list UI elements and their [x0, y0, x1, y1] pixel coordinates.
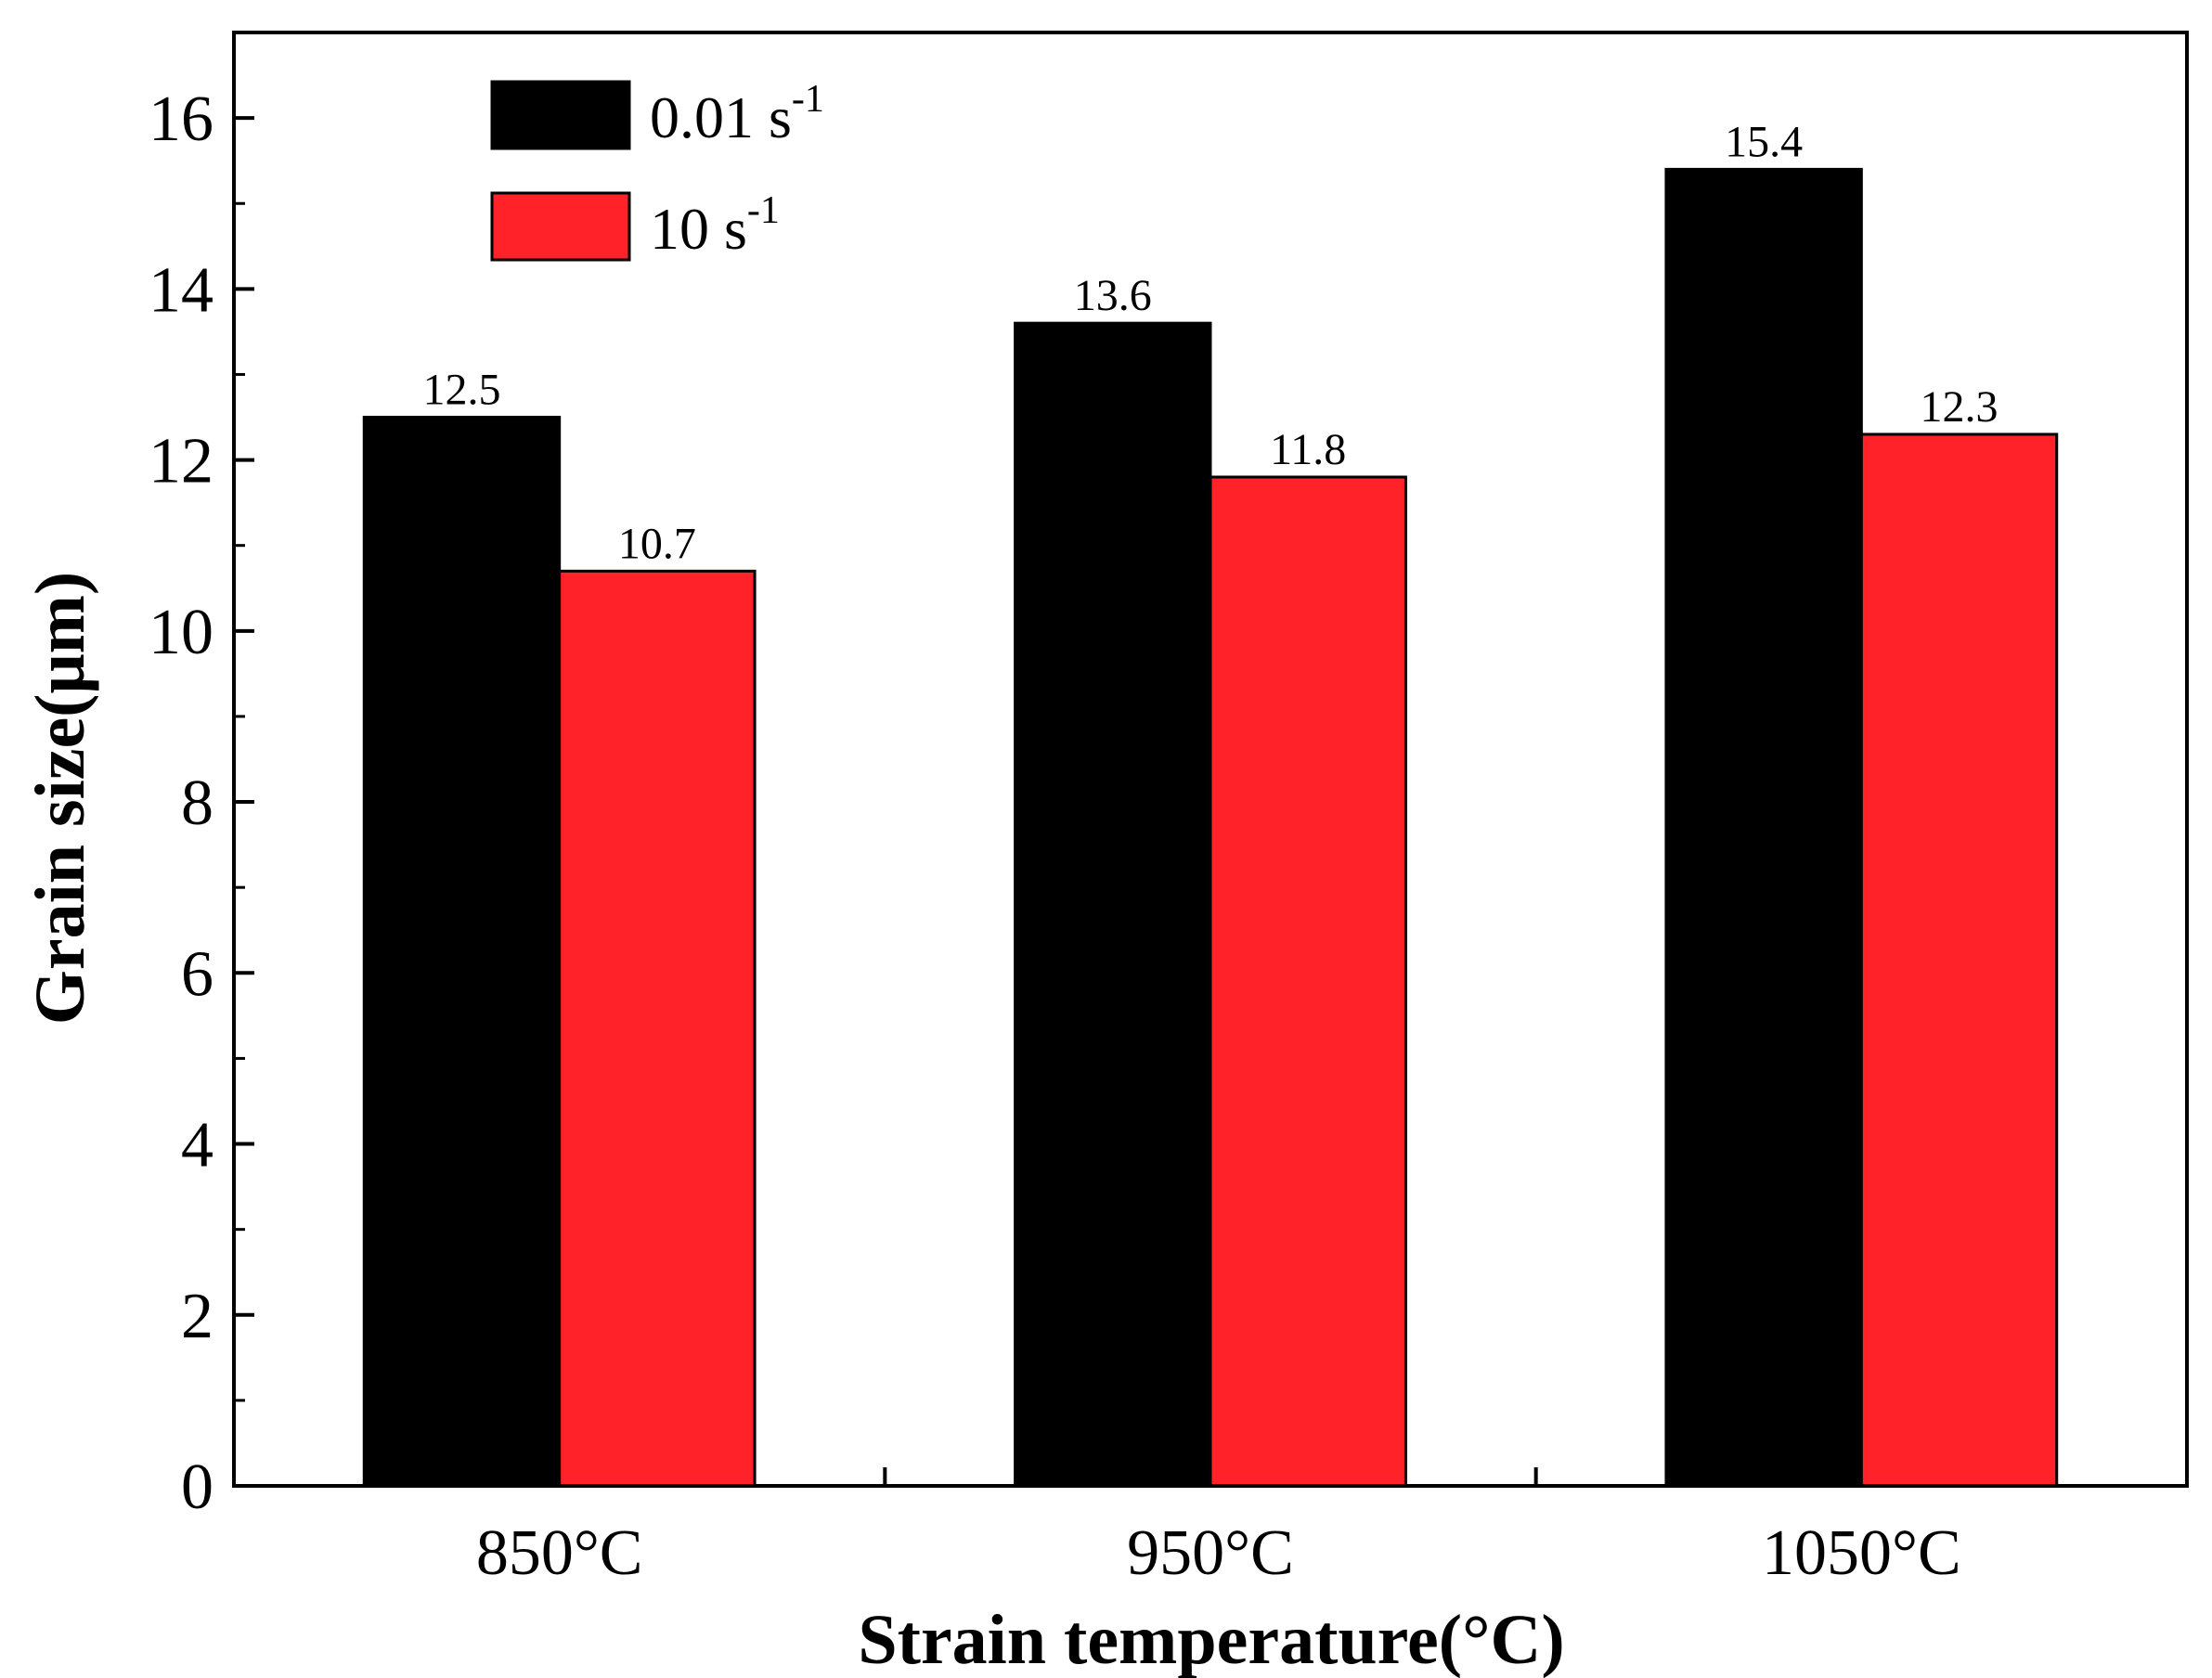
- data-label-slow-3: 15.4: [1725, 117, 1803, 166]
- y-tick-label: 16: [149, 84, 213, 155]
- y-tick-label: 2: [181, 1281, 213, 1352]
- x-tick-label: 1050°C: [1762, 1517, 1961, 1589]
- x-tick-label: 950°C: [1127, 1517, 1294, 1589]
- x-tick-label: 850°C: [476, 1517, 643, 1589]
- bar-fast-3: [1859, 432, 2059, 1488]
- bar-fast-1: [558, 569, 757, 1488]
- data-label-fast-3: 12.3: [1921, 382, 1999, 432]
- data-label-fast-1: 10.7: [618, 519, 696, 568]
- bar-fast-2: [1209, 475, 1407, 1488]
- y-tick-label: 14: [149, 254, 213, 326]
- axes: 0 2 4 6 8 10 12 14 16 850°C 950°C 1050°C: [149, 31, 2189, 1589]
- y-tick-label: 0: [181, 1452, 213, 1523]
- legend: 0.01 s-110 s-1: [490, 78, 824, 262]
- plot-frame: [232, 31, 2189, 1488]
- data-label-slow-1: 12.5: [422, 366, 500, 415]
- y-axis-title: Grain size(μm): [21, 572, 99, 1025]
- bar-slow-3: [1664, 167, 1863, 1488]
- bar-slow-2: [1014, 321, 1212, 1488]
- data-label-slow-2: 13.6: [1074, 271, 1152, 320]
- legend-label-2: 10 s-1: [650, 189, 780, 262]
- legend-swatch-2: [490, 191, 631, 262]
- bars: [362, 167, 2059, 1488]
- y-tick-label: 12: [149, 426, 213, 497]
- y-tick-label: 10: [149, 597, 213, 668]
- y-tick-label: 4: [181, 1110, 213, 1181]
- x-axis-title: Strain temperature(°C): [858, 1601, 1564, 1678]
- data-label-fast-2: 11.8: [1270, 425, 1346, 474]
- y-tick-label: 6: [181, 938, 213, 1010]
- y-tick-label: 8: [181, 768, 213, 839]
- data-labels: 12.5 10.7 13.6 11.8 15.4 12.3: [422, 117, 1998, 568]
- bar-slow-1: [362, 416, 562, 1488]
- legend-swatch-1: [490, 80, 631, 150]
